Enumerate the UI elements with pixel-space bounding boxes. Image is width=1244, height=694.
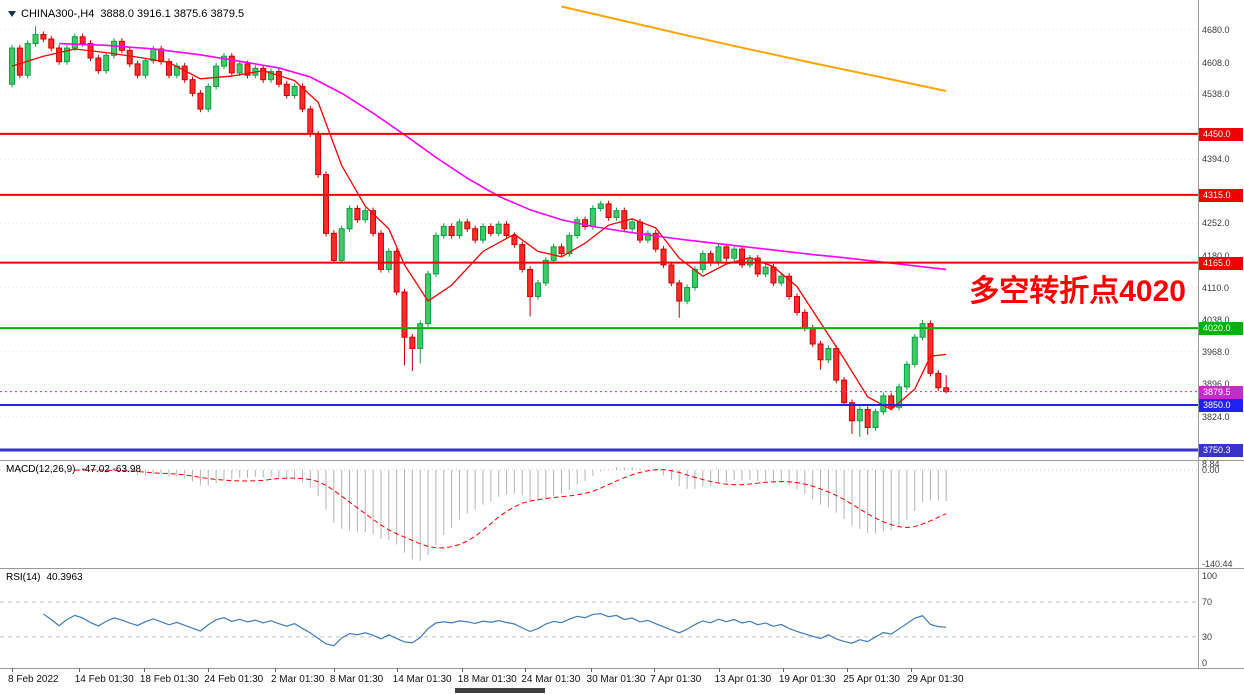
time-axis-label: 14 Feb 01:30	[74, 674, 134, 685]
time-axis-tick	[718, 668, 720, 672]
macd-name: MACD(12,26,9)	[6, 464, 76, 475]
time-axis-label: 14 Mar 01:30	[392, 674, 452, 685]
time-axis-label: 18 Feb 01:30	[139, 674, 199, 685]
time-axis-tick	[461, 668, 463, 672]
macd-axis-label: 0.00	[1202, 464, 1220, 475]
time-axis-label: 30 Mar 01:30	[586, 674, 646, 685]
symbol-marker-icon	[8, 11, 16, 18]
hline-price-badge: 4165.0	[1199, 256, 1243, 270]
rsi-value: 40.3963	[46, 572, 83, 583]
rsi-label: RSI(14) 40.3963	[6, 572, 89, 583]
rsi-axis-label: 0	[1202, 658, 1208, 668]
price-axis-border	[1198, 0, 1199, 668]
current-price-badge: 3879.5	[1199, 385, 1243, 399]
price-tick-label: 3896.0	[1202, 379, 1230, 390]
panel-separator	[0, 460, 1244, 461]
price-tick-label: 4680.0	[1202, 25, 1230, 35]
price-tick-label: 4038.0	[1202, 315, 1230, 326]
time-axis-tick	[78, 668, 80, 672]
time-axis-tick	[396, 668, 398, 672]
time-axis-tick	[847, 668, 849, 672]
main-chart-panel[interactable]	[0, 0, 1244, 460]
macd-axis-label: 8.84	[1202, 459, 1220, 469]
price-tick-label: 4538.0	[1202, 89, 1230, 100]
chart-title: CHINA300-,H4 3888.0 3916.1 3875.6 3879.5	[8, 8, 250, 20]
time-axis-label: 24 Mar 01:30	[521, 674, 581, 685]
rsi-axis-label: 30	[1202, 631, 1213, 642]
time-axis-label: 29 Apr 01:30	[906, 674, 964, 685]
rsi-name: RSI(14)	[6, 572, 41, 583]
price-tick-label: 4608.0	[1202, 57, 1230, 68]
time-axis-label: 24 Feb 01:30	[204, 674, 264, 685]
rsi-axis-label: 100	[1202, 571, 1218, 581]
time-axis-tick	[654, 668, 656, 672]
hline-price-badge: 4450.0	[1199, 127, 1243, 141]
time-axis-label: 18 Mar 01:30	[457, 674, 517, 685]
panel-separator	[0, 668, 1244, 669]
macd-label: MACD(12,26,9) -47.02 -63.98	[6, 464, 147, 475]
macd-panel[interactable]	[0, 461, 1244, 568]
hline-price-badge: 4020.0	[1199, 322, 1243, 336]
panel-separator	[0, 568, 1244, 569]
time-axis-tick	[12, 668, 13, 672]
price-tick-label: 3824.0	[1202, 411, 1230, 422]
ohlc-readout: 3888.0 3916.1 3875.6 3879.5	[100, 8, 245, 20]
time-axis-tick	[525, 668, 527, 672]
time-axis-label: 8 Mar 01:30	[329, 674, 384, 685]
rsi-axis-label: 70	[1202, 597, 1213, 608]
price-tick-label: 4252.0	[1202, 218, 1230, 229]
time-axis-tick	[782, 668, 784, 672]
time-axis-tick	[333, 668, 335, 672]
time-axis-label: 25 Apr 01:30	[843, 674, 900, 685]
trend-annotation: 多空转折点4020	[969, 275, 1186, 308]
symbol-timeframe: CHINA300-,H4	[21, 8, 95, 20]
time-axis-tick	[910, 668, 912, 672]
time-axis-tick	[208, 668, 210, 672]
price-tick-label: 4180.0	[1202, 251, 1230, 261]
hline-price-badge: 3750.3	[1199, 444, 1243, 457]
hline-price-badge: 3850.0	[1199, 398, 1243, 412]
macd-axis-label: -140.44	[1202, 559, 1233, 569]
macd-values: -47.02 -63.98	[81, 464, 141, 475]
time-axis-tick	[274, 668, 276, 672]
time-axis-label: 2 Mar 01:30	[270, 674, 325, 685]
price-tick-label: 4110.0	[1202, 282, 1229, 293]
rsi-panel[interactable]	[0, 569, 1244, 668]
price-tick-label: 3968.0	[1202, 346, 1230, 357]
price-tick-label: 4394.0	[1202, 154, 1230, 165]
time-axis-label: 7 Apr 01:30	[650, 674, 702, 685]
time-axis-label: 8 Feb 2022	[8, 674, 59, 685]
time-axis-label: 13 Apr 01:30	[714, 674, 772, 685]
scrollbar-thumb[interactable]	[455, 688, 545, 693]
hline-price-badge: 4315.0	[1199, 188, 1243, 202]
time-axis-tick	[590, 668, 592, 672]
time-axis-label: 19 Apr 01:30	[778, 674, 836, 685]
time-axis-tick	[143, 668, 145, 672]
